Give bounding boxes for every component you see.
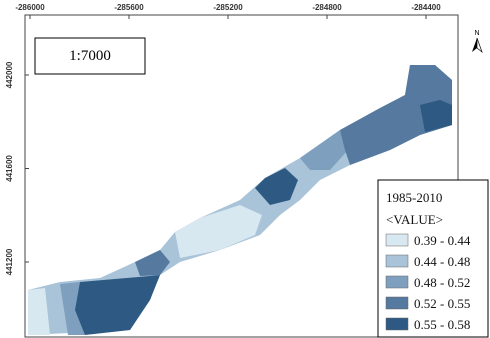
- legend-label: 0.55 - 0.58: [414, 317, 470, 332]
- legend-label: 0.44 - 0.48: [414, 254, 470, 269]
- zone: [175, 205, 262, 258]
- zone: [420, 100, 452, 132]
- legend-swatch: [385, 275, 409, 289]
- legend-swatch: [385, 296, 409, 310]
- legend-label: 0.48 - 0.52: [414, 275, 470, 290]
- legend-label: 0.39 - 0.44: [414, 233, 471, 248]
- x-tick-label: -284800: [312, 3, 342, 12]
- zone: [75, 275, 160, 335]
- x-tick-label: -285600: [114, 3, 144, 12]
- x-tick-label: -286000: [15, 3, 45, 12]
- zone: [135, 250, 170, 276]
- legend-swatch: [385, 317, 409, 331]
- scale-box: [34, 37, 146, 75]
- north-arrow: [476, 37, 483, 54]
- zone: [340, 65, 452, 165]
- x-tick-label: -284400: [411, 3, 441, 12]
- zone: [28, 288, 50, 335]
- y-tick-label: 442000: [5, 61, 14, 88]
- north-arrow: [472, 38, 477, 52]
- legend-swatch: [385, 254, 409, 268]
- legend-field: <VALUE>: [386, 212, 443, 227]
- north-label: N: [474, 30, 479, 37]
- y-tick-label: 441200: [5, 248, 14, 275]
- y-tick-label: 441600: [5, 155, 14, 182]
- scale-text: 1:7000: [69, 48, 111, 64]
- legend-swatch: [385, 233, 409, 247]
- x-tick-label: -285200: [213, 3, 243, 12]
- legend-title: 1985-2010: [386, 190, 442, 205]
- legend-label: 0.52 - 0.55: [414, 296, 470, 311]
- zone: [255, 168, 298, 205]
- raster-strip: [28, 65, 452, 335]
- zone: [300, 130, 348, 170]
